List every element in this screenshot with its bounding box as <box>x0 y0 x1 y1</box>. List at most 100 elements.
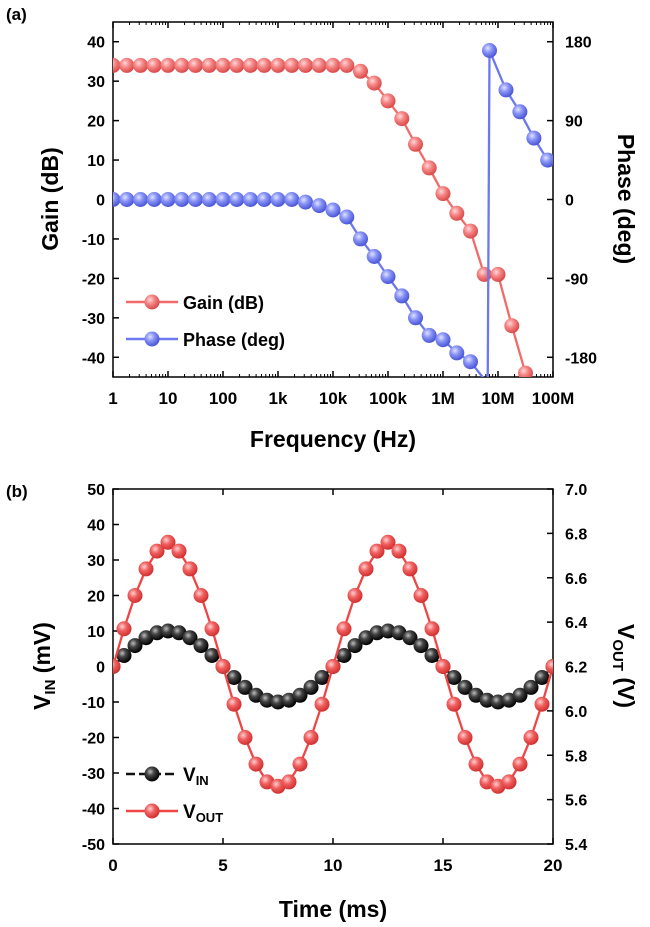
series-point-vout <box>347 588 363 603</box>
series-point-vout <box>457 730 473 745</box>
series-point-vin <box>446 670 462 685</box>
y-right-tick-label: 5.4 <box>565 837 587 854</box>
series-point-vout <box>446 696 462 712</box>
series-point-gain <box>119 57 135 73</box>
legend-phase-marker <box>144 331 160 347</box>
series-point-phase <box>408 310 423 326</box>
y-right-tick-label: 6.0 <box>565 704 587 721</box>
panel-a-x-label: Frequency (Hz) <box>250 426 416 452</box>
series-point-vout <box>534 696 550 712</box>
series-point-vout <box>138 561 154 577</box>
y-right-tick-label: 5.8 <box>565 748 587 765</box>
series-point-gain <box>449 205 465 221</box>
legend-phase-label: Phase (deg) <box>183 330 285 350</box>
legend-gain-label: Gain (dB) <box>183 293 264 313</box>
legend-vin-marker <box>144 766 160 782</box>
series-point-gain <box>270 57 286 73</box>
series-point-phase <box>113 192 121 207</box>
series-point-phase <box>146 192 162 207</box>
series-point-vout <box>336 621 352 637</box>
panel-a-label: (a) <box>6 5 27 24</box>
series-point-gain <box>421 160 437 176</box>
series-point-phase <box>229 192 245 207</box>
series-point-vout <box>523 730 539 745</box>
panel-a-x-axis: 1 10 100 1k 10k 100k 1M 10M 100M <box>108 22 574 408</box>
series-point-phase <box>482 43 497 58</box>
series-point-vin <box>160 623 176 639</box>
panel-b-left-axis: 50 40 30 20 10 0 -10 -20 -30 -40 -50 <box>82 482 119 854</box>
series-point-vin <box>347 638 363 654</box>
series-point-phase <box>498 82 514 98</box>
series-point-vout <box>413 588 429 603</box>
series-point-phase <box>435 332 451 348</box>
panel-b: (b) 0 5 10 15 20 50403020100-10-20-30-40-50 … <box>6 482 639 922</box>
series-point-vin <box>457 679 473 695</box>
x-tick-label: 1M <box>431 389 455 408</box>
y-left-tick-label: -40 <box>82 350 105 367</box>
series-point-vout <box>424 621 440 637</box>
legend-vout-label: VOUT <box>183 802 223 825</box>
series-point-vout <box>116 621 132 637</box>
panel-a-left-label: Gain (dB) <box>37 147 63 251</box>
series-point-vin <box>127 638 143 654</box>
panel-b-legend: VIN VOUT <box>126 765 223 825</box>
y-left-tick-label: 0 <box>96 193 105 210</box>
series-point-vin <box>534 670 550 685</box>
series-point-vout <box>501 774 517 790</box>
series-point-vin <box>402 630 418 646</box>
series-point-phase <box>380 269 396 285</box>
series-point-phase <box>215 192 231 207</box>
series-point-phase <box>119 192 135 207</box>
series-point-gain <box>188 57 203 73</box>
y-right-tick-label: 6.2 <box>565 660 587 677</box>
series-point-vin <box>314 670 330 685</box>
series-point-gain <box>298 57 313 73</box>
series-point-phase <box>366 249 382 264</box>
series-point-vout <box>281 774 297 790</box>
y-right-tick-label: 5.6 <box>565 793 587 810</box>
series-point-gain <box>243 57 258 73</box>
series-point-vin <box>512 687 528 703</box>
series-point-gain <box>408 136 423 152</box>
panel-a: (a) 1 10 100 1k 10k 100k 1M 10M 100M 403020100-1… <box>6 5 639 452</box>
x-tick-label: 15 <box>434 856 453 875</box>
series-point-phase <box>421 327 437 343</box>
panel-b-x-axis: 0 5 10 15 20 <box>108 489 562 875</box>
series-point-vout <box>292 756 308 772</box>
series-point-vin <box>116 648 132 663</box>
series-point-phase <box>526 130 542 146</box>
series-point-gain <box>174 57 190 73</box>
series-point-phase <box>174 192 190 207</box>
y-right-tick-label: 180 <box>565 35 592 52</box>
legend-vin-label: VIN <box>183 765 209 788</box>
series-point-vout <box>160 534 176 550</box>
series-point-vout <box>248 756 264 772</box>
y-right-tick-label: -180 <box>565 350 597 367</box>
panel-a-right-label: Phase (deg) <box>613 134 639 264</box>
series-point-vin <box>336 648 352 663</box>
series-point-phase <box>298 194 313 210</box>
y-left-tick-label: -20 <box>82 271 105 288</box>
series-point-phase <box>133 192 148 207</box>
x-tick-label: 0 <box>108 856 117 875</box>
panel-b-label: (b) <box>6 482 28 501</box>
x-tick-label: 1k <box>269 389 288 408</box>
series-point-vout <box>149 543 165 559</box>
y-right-tick-label: 6.6 <box>565 571 587 588</box>
series-point-gain <box>325 57 341 73</box>
panel-a-left-axis: 40 30 20 10 0 -10 -20 -30 -40 <box>82 35 119 367</box>
series-point-vin <box>479 692 495 708</box>
y-left-tick-label: -10 <box>82 232 105 249</box>
series-point-gain <box>133 57 148 73</box>
series-point-phase <box>449 345 465 361</box>
series-point-vin <box>413 638 429 654</box>
series-point-vout <box>435 659 451 674</box>
series-point-vout <box>171 543 187 559</box>
series-point-phase <box>353 231 368 247</box>
panel-b-right-label: VOUT (V) <box>609 624 639 708</box>
panel-b-right-axis: 7.0 6.8 6.6 6.4 6.2 6.0 5.8 5.6 5.4 <box>547 482 587 854</box>
series-point-gain <box>256 57 272 73</box>
legend-gain-marker <box>144 294 160 310</box>
series-point-vin <box>149 625 165 641</box>
y-left-tick-label: 40 <box>87 518 105 535</box>
